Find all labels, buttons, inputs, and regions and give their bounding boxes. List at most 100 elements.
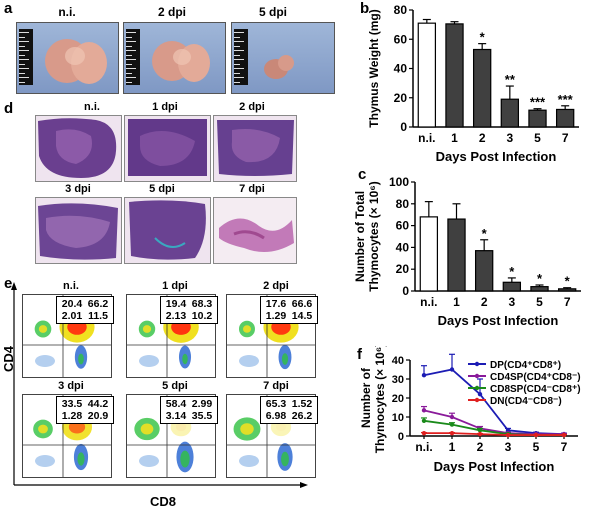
bar (557, 288, 577, 292)
data-point (505, 432, 511, 438)
panel-letter-a: a (4, 0, 13, 17)
population-cd4sp-core (240, 423, 254, 435)
quadrant-value: 66.6 (291, 298, 313, 310)
quadrant-value: 1.29 (265, 310, 287, 322)
significance-marker: * (480, 30, 486, 45)
photo-label-5dpi: 5 dpi (258, 5, 287, 19)
x-axis-title: Days Post Infection (436, 149, 557, 164)
significance-marker: * (537, 271, 543, 286)
population-dp-core (276, 423, 286, 431)
x-tick-label: n.i. (420, 295, 437, 309)
histology-image-2dpi (213, 115, 297, 182)
data-point (449, 367, 455, 372)
panel-letter-d: d (4, 100, 14, 117)
data-point (421, 430, 427, 436)
bar (528, 109, 547, 128)
legend-label: DP(CD4⁺CD8⁺) (490, 360, 561, 371)
data-point (421, 418, 427, 423)
population-dn (239, 455, 259, 467)
x-tick-label: n.i. (418, 131, 435, 145)
population-cd8sp-core (78, 353, 84, 365)
x-tick-label: 7 (561, 440, 568, 454)
y-tick-label: 80 (394, 3, 408, 17)
significance-marker: *** (558, 92, 574, 107)
bar (417, 22, 437, 128)
legend-marker (474, 385, 480, 391)
y-tick-label: 0 (400, 120, 407, 134)
bar (555, 108, 575, 128)
quadrant-percentages: 17.6 66.6 1.29 14.5 (260, 296, 318, 324)
y-tick-label: 80 (396, 197, 410, 211)
legend-label: CD4SP(CD4⁺CD8⁻) (490, 372, 581, 383)
histology-image-3dpi (35, 197, 122, 264)
legend-marker (474, 373, 480, 379)
histology-label-2dpi: 2 dpi (239, 101, 265, 113)
population-cd8sp-core (182, 353, 188, 365)
population-dn (35, 355, 55, 367)
significance-marker: * (482, 226, 488, 241)
data-point (421, 373, 427, 378)
legend-marker (474, 397, 480, 403)
quadrant-percentages: 33.5 44.2 1.28 20.9 (56, 396, 114, 424)
panel-letter-b: b (360, 0, 370, 17)
y-tick-label: 60 (394, 32, 408, 46)
x-tick-label: n.i. (415, 440, 432, 454)
quadrant-value: 58.4 (165, 398, 187, 410)
data-point (561, 432, 567, 438)
chart-thymocyte-subsets: 0 10 20 30 40 n.i. 1 2 3 5 7 DP(CD4⁺CD8⁺)CD4SP(CD4⁺… (359, 346, 581, 474)
x-tick-label: 3 (505, 440, 512, 454)
quadrant-percentages: 65.3 1.52 6.98 26.2 (260, 396, 318, 424)
population-cd4sp-core (38, 424, 48, 434)
bar (447, 218, 466, 292)
y-tick-label: 30 (392, 374, 404, 386)
data-point (533, 432, 539, 438)
bar (472, 48, 492, 128)
quadrant-value: 19.4 (165, 298, 187, 310)
panel-letter-c: c (358, 166, 367, 183)
quadrant-value: 66.2 (87, 298, 109, 310)
quadrant-value: 2.13 (165, 310, 187, 322)
thymus-photo-ni (16, 22, 119, 94)
bar (502, 281, 522, 292)
flow-plot-label: 2 dpi (263, 280, 289, 292)
flow-plot-label: 1 dpi (162, 280, 188, 292)
significance-marker: *** (530, 95, 546, 110)
y-tick-label: 0 (398, 431, 404, 443)
population-dn (139, 355, 159, 367)
significance-marker: ** (505, 72, 516, 87)
quadrant-percentages: 58.4 2.99 3.14 35.5 (160, 396, 218, 424)
population-dp-core (175, 422, 187, 432)
histology-image-ni (35, 115, 122, 182)
y-tick-label: 40 (394, 62, 408, 76)
population-dn (35, 455, 55, 467)
flow-plot-label: 7 dpi (263, 380, 289, 392)
x-tick-label: 3 (506, 131, 513, 145)
flow-plot-canvas (127, 395, 215, 477)
x-tick-label: 3 (508, 295, 515, 309)
quadrant-value: 44.2 (87, 398, 109, 410)
histology-label-1dpi: 1 dpi (152, 101, 178, 113)
quadrant-value: 2.01 (61, 310, 83, 322)
quadrant-value: 26.2 (291, 410, 313, 422)
chart-thymus-weight: 0 20 40 60 80 n.i. 1 * 2 ** 3 *** 5 *** 7 Days Post Inf… (367, 3, 579, 164)
x-tick-label: 2 (479, 131, 486, 145)
quadrant-value: 20.9 (87, 410, 109, 422)
quadrant-value: 17.6 (265, 298, 287, 310)
histology-label-7dpi: 7 dpi (239, 183, 265, 195)
y-axis-title-line2: Thymocytes (× 10⁶) (367, 181, 381, 292)
y-axis-title-line1: Number of Total (353, 191, 367, 282)
y-tick-label: 20 (396, 262, 410, 276)
population-dn (139, 455, 159, 467)
x-tick-label: 5 (534, 131, 541, 145)
quadrant-value: 3.14 (165, 410, 187, 422)
population-dn (239, 355, 259, 367)
x-tick-label: 2 (477, 440, 484, 454)
photo-label-2dpi: 2 dpi (157, 5, 186, 19)
quadrant-value: 65.3 (265, 398, 287, 410)
population-cd8sp-core (77, 452, 85, 466)
y-axis-title-line2: Thymocytes (× 10⁶) (373, 346, 387, 453)
x-tick-label: 1 (449, 440, 456, 454)
legend-label: DN(CD4⁻CD8⁻) (490, 396, 562, 407)
histology-image-1dpi (124, 115, 211, 182)
legend-label: CD8SP(CD4⁻CD8⁺) (490, 384, 581, 395)
